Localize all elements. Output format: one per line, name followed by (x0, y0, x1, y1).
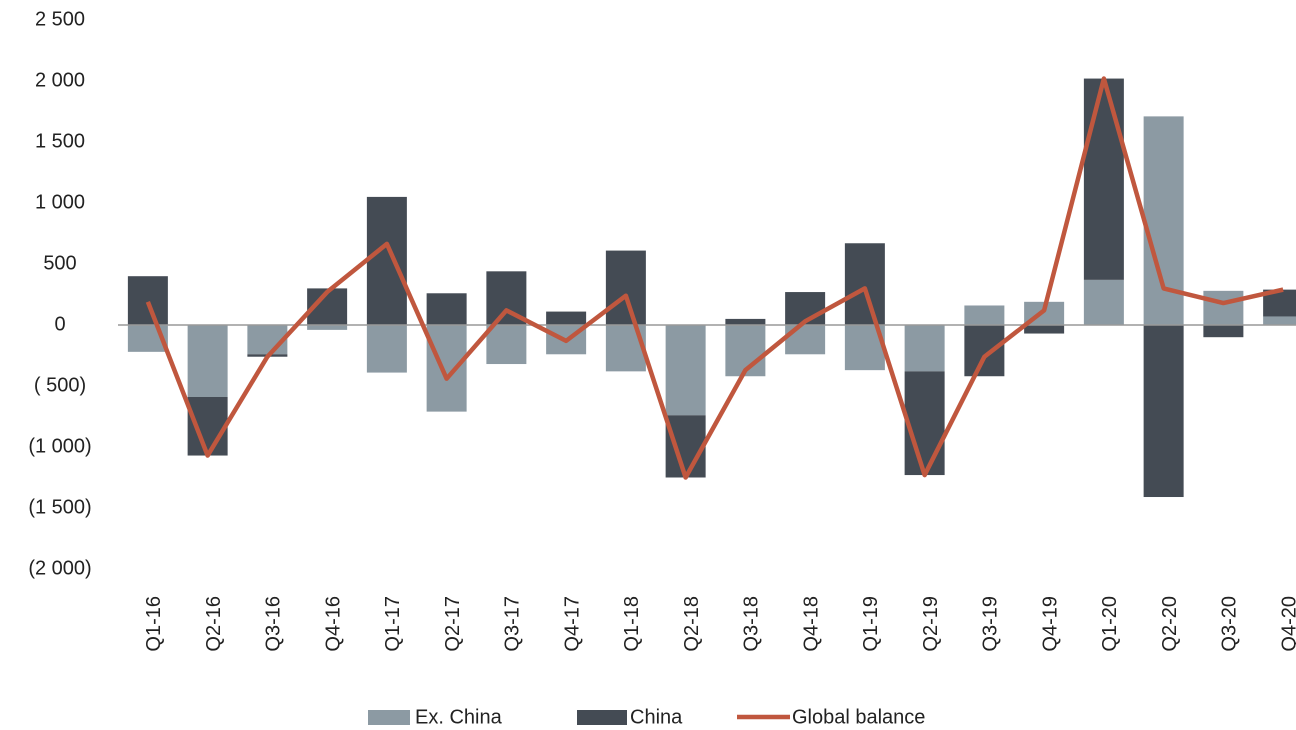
bar (187, 325, 228, 397)
legend-swatch (368, 710, 410, 725)
x-tick-label: Q1-19 (860, 596, 882, 652)
x-tick-label: Q4-18 (800, 596, 822, 652)
x-tick-label: Q2-20 (1159, 596, 1181, 652)
bar (844, 243, 885, 325)
y-tick-label: (2 000) (28, 557, 91, 579)
y-tick-label: 500 (43, 252, 76, 274)
bar (366, 196, 407, 325)
bar (904, 371, 945, 476)
bar (904, 325, 945, 372)
bar (1203, 325, 1244, 338)
bar (546, 311, 587, 325)
y-tick-label: 2 000 (35, 69, 85, 91)
x-tick-label: Q3-17 (502, 596, 524, 652)
x-tick-label: Q1-17 (382, 596, 404, 652)
x-tick-label: Q3-20 (1219, 596, 1241, 652)
bar (426, 325, 467, 412)
y-tick-label: 2 500 (35, 8, 85, 30)
bar (665, 415, 706, 478)
y-tick-label: ( 500) (34, 374, 86, 396)
legend-label: Global balance (792, 706, 925, 728)
x-tick-label: Q3-18 (741, 596, 763, 652)
x-tick-label: Q1-18 (621, 596, 643, 652)
bar (366, 325, 407, 373)
x-tick-label: Q2-18 (681, 596, 703, 652)
x-tick-label: Q4-20 (1278, 596, 1296, 652)
legend-label: China (630, 706, 683, 728)
x-tick-label: Q3-16 (263, 596, 285, 652)
bar (1083, 78, 1124, 280)
y-tick-label: 1 500 (35, 130, 85, 152)
x-tick-label: Q2-16 (203, 596, 225, 652)
bar (785, 325, 826, 355)
line (145, 76, 1284, 480)
x-tick-label: Q1-20 (1099, 596, 1121, 652)
x-tick-label: Q1-16 (143, 596, 165, 652)
bar (964, 305, 1005, 325)
x-tick-label: Q3-19 (980, 596, 1002, 652)
bar (486, 325, 527, 365)
x-tick-label: Q2-17 (442, 596, 464, 652)
bar (964, 325, 1005, 377)
x-tick-label: Q4-17 (561, 596, 583, 652)
y-tick-label: (1 500) (28, 496, 91, 518)
bar (725, 318, 766, 325)
bar (187, 396, 228, 456)
bar (1203, 290, 1244, 325)
y-tick-label: 0 (54, 313, 65, 335)
bar (307, 325, 348, 330)
legend-label: Ex. China (415, 706, 503, 728)
x-tick-label: Q2-19 (920, 596, 942, 652)
x-tick-label: Q4-19 (1039, 596, 1061, 652)
bar (426, 293, 467, 325)
bar (1024, 325, 1065, 334)
x-tick-label: Q4-16 (322, 596, 344, 652)
bar (127, 276, 168, 325)
y-tick-label: 1 000 (35, 191, 85, 213)
bar (665, 325, 706, 416)
legend-swatch (577, 710, 627, 725)
y-tick-label: (1 000) (28, 435, 91, 457)
bar (1083, 279, 1124, 325)
bar (1263, 316, 1296, 325)
bar (1143, 325, 1184, 498)
bar (605, 250, 646, 325)
